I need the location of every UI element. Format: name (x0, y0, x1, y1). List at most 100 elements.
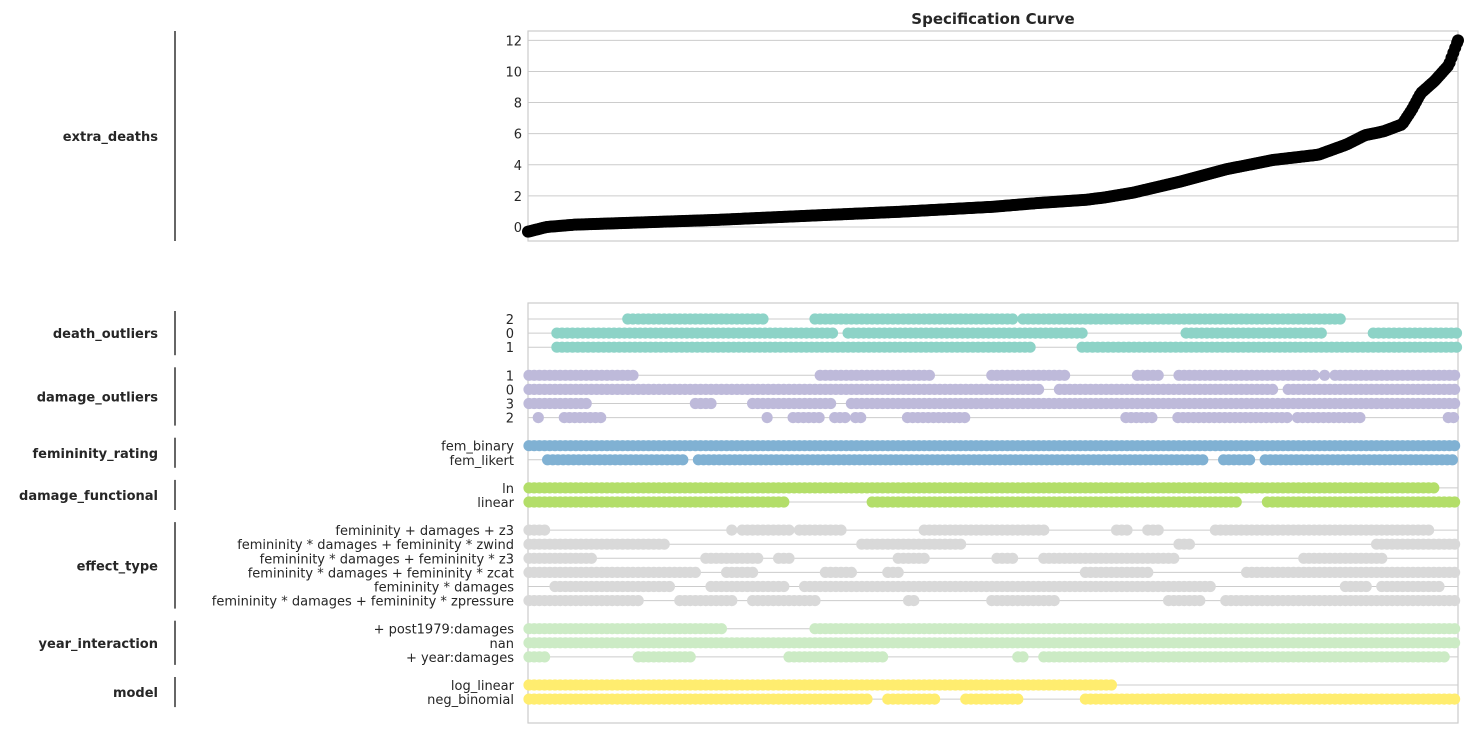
row-label: 2 (506, 412, 514, 427)
indicator-dot (1449, 623, 1461, 635)
row-label: linear (477, 496, 514, 511)
indicator-dot (835, 524, 847, 536)
row-label: fem_binary (441, 440, 514, 455)
indicator-row-death_outliers (551, 327, 1463, 339)
group-label-model: model (113, 686, 158, 701)
row-label: + post1979:damages (374, 623, 515, 638)
indicator-row-damage_outliers (523, 383, 1461, 395)
indicator-dot (826, 327, 839, 339)
bottom-panel-frame (527, 302, 1459, 724)
indicator-dot (1048, 595, 1060, 607)
row-label: 1 (506, 341, 514, 356)
row-label: 3 (506, 398, 514, 413)
indicator-row-damage_functional (523, 482, 1440, 494)
indicator-dot (778, 580, 790, 593)
y-tick-label-5: 10 (505, 65, 522, 80)
group-label-damage_functional: damage_functional (19, 489, 158, 504)
indicator-dot (705, 397, 717, 410)
indicator-dot (1244, 454, 1256, 466)
indicator-dot (1033, 383, 1045, 395)
indicator-dot (757, 313, 769, 325)
indicator-dot (1024, 341, 1036, 353)
indicator-dot (1449, 496, 1461, 508)
indicator-dot (783, 524, 795, 536)
chart-title: Specification Curve (911, 10, 1074, 28)
indicator-dot (813, 412, 825, 424)
indicator-row-effect_type (523, 552, 1388, 564)
row-label: femininity + damages + z3 (335, 524, 514, 539)
row-label: + year:damages (406, 651, 514, 666)
indicator-dot (1449, 566, 1461, 579)
indicator-row-effect_type (523, 538, 1461, 550)
indicator-dot (955, 538, 967, 550)
indicator-dot (1449, 693, 1461, 705)
indicator-dot (539, 524, 551, 536)
indicator-dot (1146, 412, 1158, 424)
indicator-dot (1105, 679, 1117, 691)
row-label: nan (490, 637, 514, 652)
row-label: 0 (506, 327, 514, 342)
group-label-femininity_rating: femininity_rating (33, 447, 159, 462)
group-label-effect_type: effect_type (77, 559, 159, 574)
indicator-dot (1354, 412, 1366, 424)
indicator-dot (663, 580, 676, 593)
indicator-row-damage_outliers (523, 397, 1461, 410)
indicator-dot (1423, 524, 1435, 536)
indicator-dot (809, 595, 821, 607)
indicator-dot (923, 369, 936, 381)
indicator-row-death_outliers (622, 313, 1346, 325)
indicator-dot (1142, 566, 1154, 579)
group-label-year_interaction: year_interaction (39, 637, 158, 652)
indicator-dot (861, 693, 873, 705)
indicator-dot (1281, 412, 1293, 424)
indicator-dot (1059, 369, 1071, 381)
indicator-row-year_interaction (523, 651, 1450, 663)
indicator-dot (715, 623, 728, 635)
indicator-dot (1007, 552, 1019, 564)
indicator-dot (677, 454, 689, 466)
row-label: femininity * damages + femininity * zcat (248, 566, 514, 581)
y-tick-label-1: 2 (514, 190, 522, 205)
indicator-dot (1194, 595, 1206, 607)
indicator-dot (908, 595, 920, 607)
y-tick-label-3: 6 (514, 128, 522, 143)
row-label: femininity * damages + femininity * zwin… (237, 538, 514, 553)
indicator-dot (929, 693, 941, 705)
indicator-dot (1152, 369, 1164, 381)
indicator-dot (1319, 369, 1331, 381)
indicator-dot (1449, 595, 1461, 607)
indicator-dot (1360, 580, 1372, 593)
indicator-dot (752, 552, 764, 564)
indicator-dot (1121, 524, 1133, 536)
indicator-dot (595, 412, 607, 424)
row-label: 2 (506, 313, 514, 328)
indicator-row-femininity_rating (523, 440, 1461, 452)
indicator-dot (658, 538, 670, 550)
indicator-row-effect_type (523, 595, 1461, 607)
indicator-dot (632, 595, 644, 607)
indicator-dot (845, 566, 858, 579)
indicator-dot (1433, 580, 1445, 593)
indicator-dot (1449, 369, 1461, 381)
indicator-row-effect_type (523, 524, 1435, 536)
indicator-dot (726, 524, 738, 536)
indicator-dot (1315, 327, 1327, 339)
indicator-dot (1438, 651, 1450, 663)
indicator-dot (1197, 454, 1209, 466)
row-label: log_linear (451, 679, 515, 694)
indicator-row-death_outliers (551, 341, 1463, 353)
indicator-dot (1450, 341, 1463, 353)
indicator-dot (877, 651, 889, 663)
indicator-dot (1017, 651, 1029, 663)
y-tick-label-6: 12 (505, 34, 522, 49)
indicator-dot (1428, 482, 1440, 494)
indicator-dot (1308, 369, 1320, 381)
indicator-dot (1152, 524, 1164, 536)
indicator-dot (1168, 552, 1180, 564)
indicator-row-damage_outliers (532, 412, 1460, 424)
indicator-dot (539, 651, 551, 663)
indicator-row-year_interaction (523, 637, 1461, 649)
indicator-row-year_interaction (523, 623, 1461, 635)
indicator-dot (1449, 383, 1461, 395)
indicator-dot (689, 566, 702, 579)
